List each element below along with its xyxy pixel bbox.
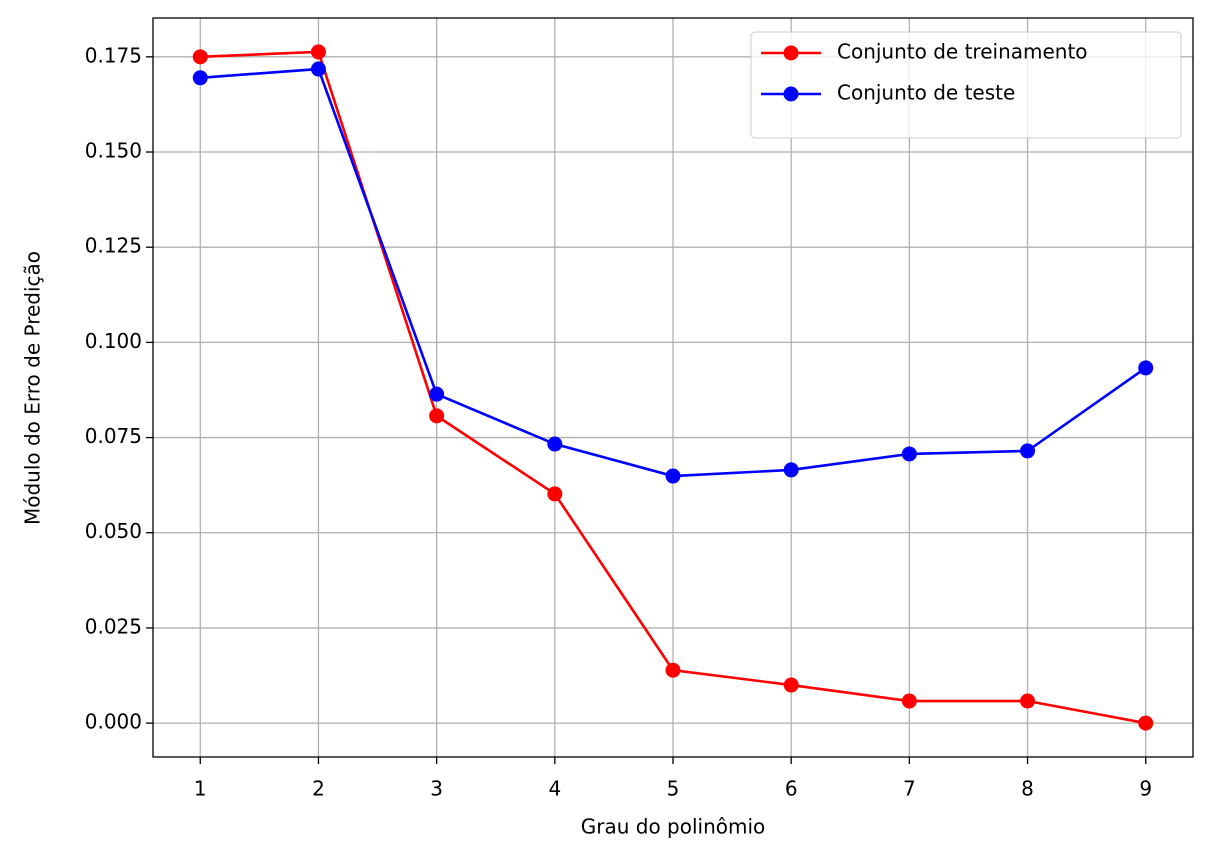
legend-marker bbox=[783, 86, 799, 102]
x-tick-label: 3 bbox=[430, 777, 443, 801]
x-tick-label: 1 bbox=[194, 777, 207, 801]
point bbox=[310, 61, 326, 77]
y-tick-label: 0.075 bbox=[85, 424, 142, 448]
y-tick-label: 0.150 bbox=[85, 139, 142, 163]
point bbox=[547, 486, 563, 502]
y-tick-label: 0.050 bbox=[85, 519, 142, 543]
legend-label: Conjunto de treinamento bbox=[837, 40, 1088, 64]
y-tick-label: 0.175 bbox=[85, 43, 142, 67]
x-tick-label: 5 bbox=[667, 777, 680, 801]
point bbox=[901, 693, 917, 709]
x-tick-label: 6 bbox=[785, 777, 798, 801]
point bbox=[783, 677, 799, 693]
y-tick-label: 0.100 bbox=[85, 329, 142, 353]
point bbox=[310, 44, 326, 60]
plot-frame bbox=[152, 17, 1194, 758]
point bbox=[192, 49, 208, 65]
point bbox=[901, 446, 917, 462]
x-tick-label: 4 bbox=[548, 777, 561, 801]
point bbox=[429, 408, 445, 424]
point bbox=[1020, 443, 1036, 459]
point bbox=[783, 462, 799, 478]
y-tick-label: 0.000 bbox=[85, 710, 142, 734]
legend-box bbox=[750, 31, 1182, 139]
x-tick-label: 2 bbox=[312, 777, 325, 801]
legend: Conjunto de treinamento Conjunto de teste bbox=[750, 31, 1182, 139]
x-tick-label: 9 bbox=[1139, 777, 1152, 801]
point bbox=[1138, 715, 1154, 731]
y-tick-label: 0.025 bbox=[85, 614, 142, 638]
point bbox=[429, 386, 445, 402]
point bbox=[1020, 693, 1036, 709]
point bbox=[192, 70, 208, 86]
point bbox=[665, 468, 681, 484]
x-tick-label: 7 bbox=[903, 777, 916, 801]
point bbox=[665, 662, 681, 678]
legend-marker bbox=[783, 45, 799, 61]
legend-label: Conjunto de teste bbox=[837, 81, 1015, 105]
point bbox=[1138, 360, 1154, 376]
point bbox=[547, 436, 563, 452]
x-tick-label: 8 bbox=[1021, 777, 1034, 801]
y-axis-label: Módulo do Erro de Predição bbox=[21, 251, 45, 525]
y-tick-label: 0.125 bbox=[85, 234, 142, 258]
x-axis-label: Grau do polinômio bbox=[581, 815, 766, 839]
